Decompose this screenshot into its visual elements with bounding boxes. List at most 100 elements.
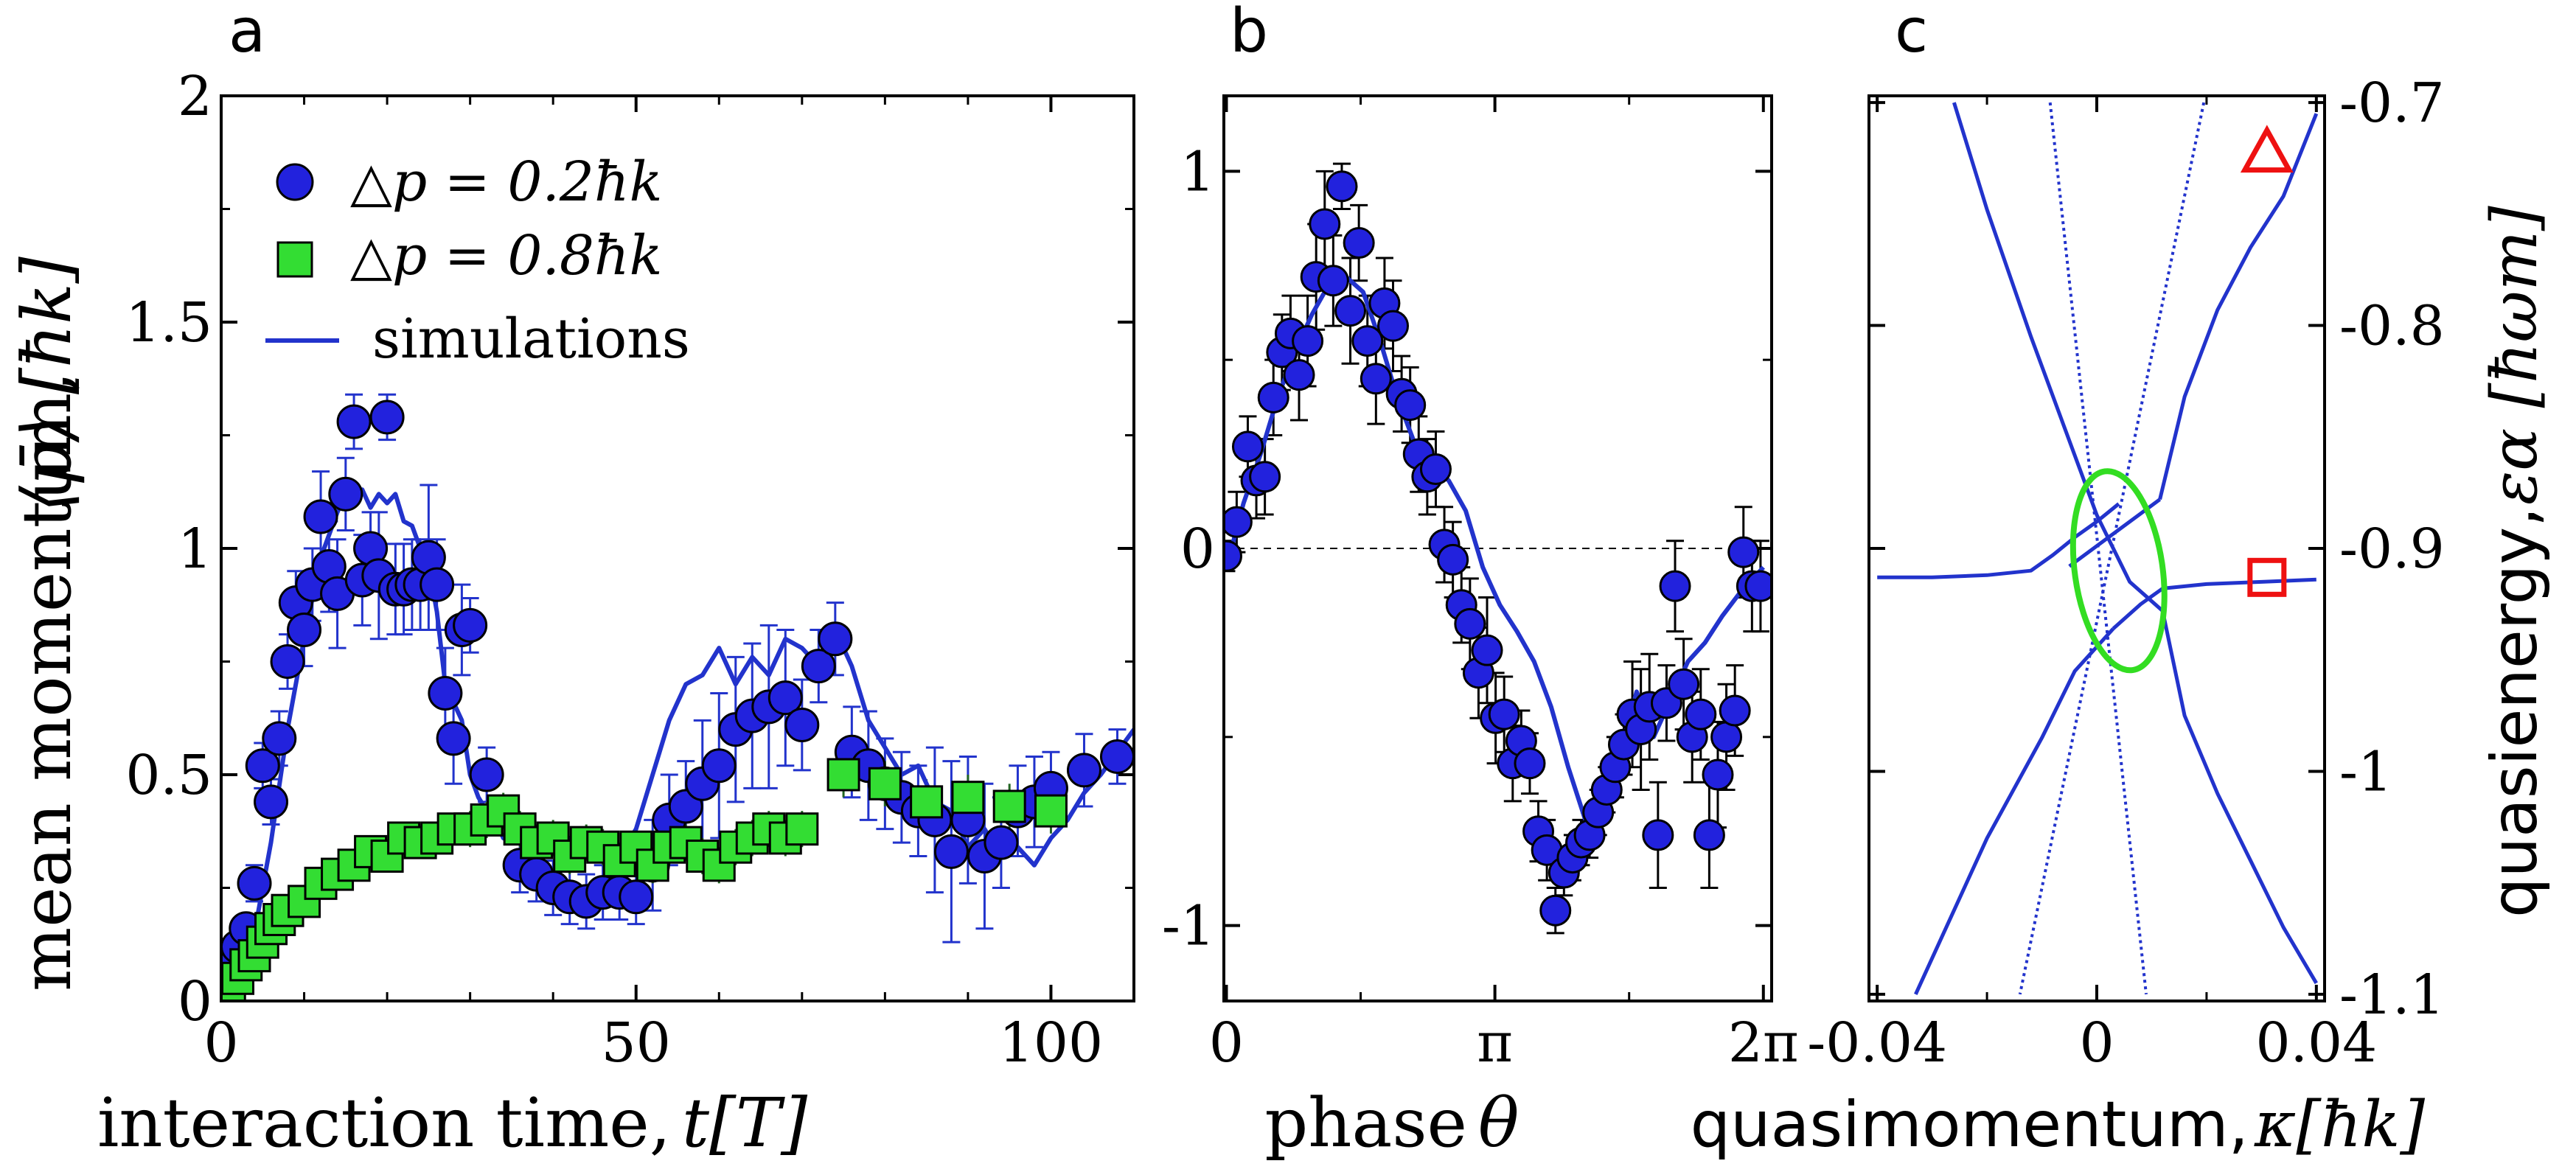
data-point-blue bbox=[245, 748, 280, 784]
quasienergy-band bbox=[1914, 627, 2115, 995]
data-point-blue bbox=[1659, 570, 1691, 602]
panel-b-ticks: 0 π 2π -1 0 1 bbox=[1162, 96, 1799, 1075]
panel-a-legend: △p = 0.2ħk △p = 0.8ħk simulations bbox=[265, 150, 690, 371]
data-point-blue bbox=[933, 834, 969, 869]
data-point-blue bbox=[619, 879, 654, 915]
quasienergy-band bbox=[2158, 113, 2319, 500]
data-point-blue bbox=[262, 721, 297, 756]
panel-a-ticks: 0 50 100 0 0.5 1 1.5 2 bbox=[125, 65, 1134, 1075]
panel-a-plot-area bbox=[221, 393, 1135, 1002]
quasienergy-band bbox=[2112, 577, 2316, 630]
panel-c: -0.04 0 0.04 -0.7 -0.8 -0.9 -1 -1.1 quasimoment… bbox=[1691, 71, 2552, 1162]
x-tick-label: 2π bbox=[1728, 1011, 1799, 1075]
data-point-blue bbox=[1343, 227, 1375, 259]
x-tick-label: 50 bbox=[602, 1011, 671, 1075]
x-tick-label: 100 bbox=[999, 1011, 1103, 1075]
panel-b-plot-area bbox=[1224, 162, 1773, 935]
panel-a-ylabel: mean momentum, bbox=[7, 372, 86, 991]
panel-c-ylabel-math: εα [ħωm] bbox=[2478, 206, 2552, 505]
data-point-green bbox=[992, 789, 1026, 823]
data-point-blue bbox=[1292, 325, 1324, 357]
data-point-blue bbox=[420, 567, 455, 602]
data-point-blue bbox=[818, 621, 853, 657]
data-point-blue bbox=[1099, 739, 1135, 774]
data-point-blue bbox=[428, 675, 463, 711]
x-tick-label: 0 bbox=[2079, 1011, 2114, 1075]
panel-c-xlabel: quasimomentum, bbox=[1691, 1088, 2249, 1162]
data-point-blue bbox=[369, 400, 405, 435]
panel-c-ylabel: quasienergy, bbox=[2478, 507, 2552, 918]
green-ellipse-marker bbox=[2069, 468, 2168, 674]
data-point-blue bbox=[453, 607, 488, 643]
y-tick-label: -0.9 bbox=[2339, 517, 2445, 581]
data-point-blue bbox=[1326, 170, 1358, 203]
data-point-blue bbox=[984, 825, 1019, 860]
panel-c-ticks: -0.04 0 0.04 -0.7 -0.8 -0.9 -1 -1.1 bbox=[1807, 71, 2444, 1075]
x-tick-label: 0.04 bbox=[2255, 1011, 2377, 1075]
legend-entry-2: △p = 0.8ħk bbox=[350, 224, 663, 287]
y-tick-label: 2 bbox=[178, 65, 212, 128]
data-point-blue bbox=[1066, 753, 1101, 788]
y-tick-label: 0 bbox=[1180, 517, 1215, 581]
data-point-blue bbox=[1668, 668, 1700, 700]
x-tick-label: π bbox=[1477, 1011, 1513, 1075]
y-tick-label: -1 bbox=[1162, 895, 1215, 958]
panel-c-label: c bbox=[1895, 0, 1928, 66]
data-point-blue bbox=[1394, 389, 1427, 422]
data-point-blue bbox=[270, 644, 305, 679]
panel-a: 0 50 100 0 0.5 1 1.5 2 △p = 0.2ħk △p = 0.8ħk si… bbox=[7, 65, 1135, 1162]
quasienergy-band bbox=[2018, 102, 2206, 995]
data-point-blue bbox=[1454, 607, 1486, 640]
panel-c-frame bbox=[1867, 94, 2326, 1002]
data-point-green bbox=[951, 781, 985, 815]
legend-entry-1: △p = 0.2ħk bbox=[350, 150, 663, 214]
data-point-green bbox=[1034, 794, 1068, 828]
data-point-blue bbox=[1437, 543, 1469, 576]
panel-b-xlabel-math: θ bbox=[1478, 1084, 1519, 1162]
panel-c-xlabel-math: κ[ħk] bbox=[2254, 1088, 2425, 1162]
data-point-blue bbox=[1419, 453, 1452, 486]
panel-a-label: a bbox=[229, 0, 265, 66]
data-point-blue bbox=[1471, 634, 1503, 666]
data-point-blue bbox=[237, 865, 272, 901]
legend-blue-circle-marker bbox=[276, 163, 314, 201]
x-tick-label: -0.04 bbox=[1807, 1011, 1947, 1075]
panel-b: 0 π 2π -1 0 1 phase θ bbox=[1162, 94, 1799, 1162]
panel-b-xlabel: phase bbox=[1264, 1084, 1467, 1162]
data-point-blue bbox=[1377, 310, 1410, 342]
data-point-blue bbox=[254, 784, 289, 820]
data-point-blue bbox=[1514, 747, 1546, 780]
data-point-blue bbox=[1727, 536, 1760, 568]
x-tick-label: 0 bbox=[203, 1011, 238, 1075]
data-point-green bbox=[826, 758, 860, 792]
legend-green-square-marker bbox=[276, 241, 313, 278]
y-tick-label: -1.1 bbox=[2339, 963, 2445, 1027]
data-point-blue bbox=[701, 748, 737, 784]
data-point-blue bbox=[1317, 265, 1349, 297]
y-tick-label: -1 bbox=[2339, 740, 2392, 803]
data-point-blue bbox=[1488, 698, 1520, 730]
data-point-blue bbox=[1351, 325, 1384, 357]
panel-a-xlabel: interaction time, bbox=[97, 1084, 671, 1162]
quasienergy-band bbox=[2048, 102, 2148, 995]
y-tick-label: 0 bbox=[178, 970, 212, 1033]
panel-b-frame bbox=[1222, 94, 1773, 1002]
data-point-green bbox=[868, 767, 902, 800]
y-tick-label: 1.5 bbox=[125, 291, 212, 355]
data-point-blue bbox=[436, 721, 471, 756]
data-point-blue bbox=[1283, 359, 1315, 391]
data-point-blue bbox=[1231, 430, 1264, 463]
y-tick-label: 1 bbox=[1180, 140, 1215, 203]
y-tick-label: 1 bbox=[178, 517, 212, 581]
x-tick-label: 0 bbox=[1209, 1011, 1244, 1075]
data-point-blue bbox=[469, 757, 504, 792]
y-tick-label: -0.8 bbox=[2339, 295, 2445, 358]
data-point-blue bbox=[328, 476, 363, 512]
data-point-blue bbox=[1685, 698, 1717, 730]
y-tick-label: 0.5 bbox=[125, 744, 212, 807]
data-point-blue bbox=[801, 649, 836, 684]
data-point-blue bbox=[1719, 694, 1751, 727]
data-point-blue bbox=[303, 499, 338, 534]
panel-a-ylabel-math: ⟨p̄⟩ [ħk] bbox=[7, 257, 86, 512]
